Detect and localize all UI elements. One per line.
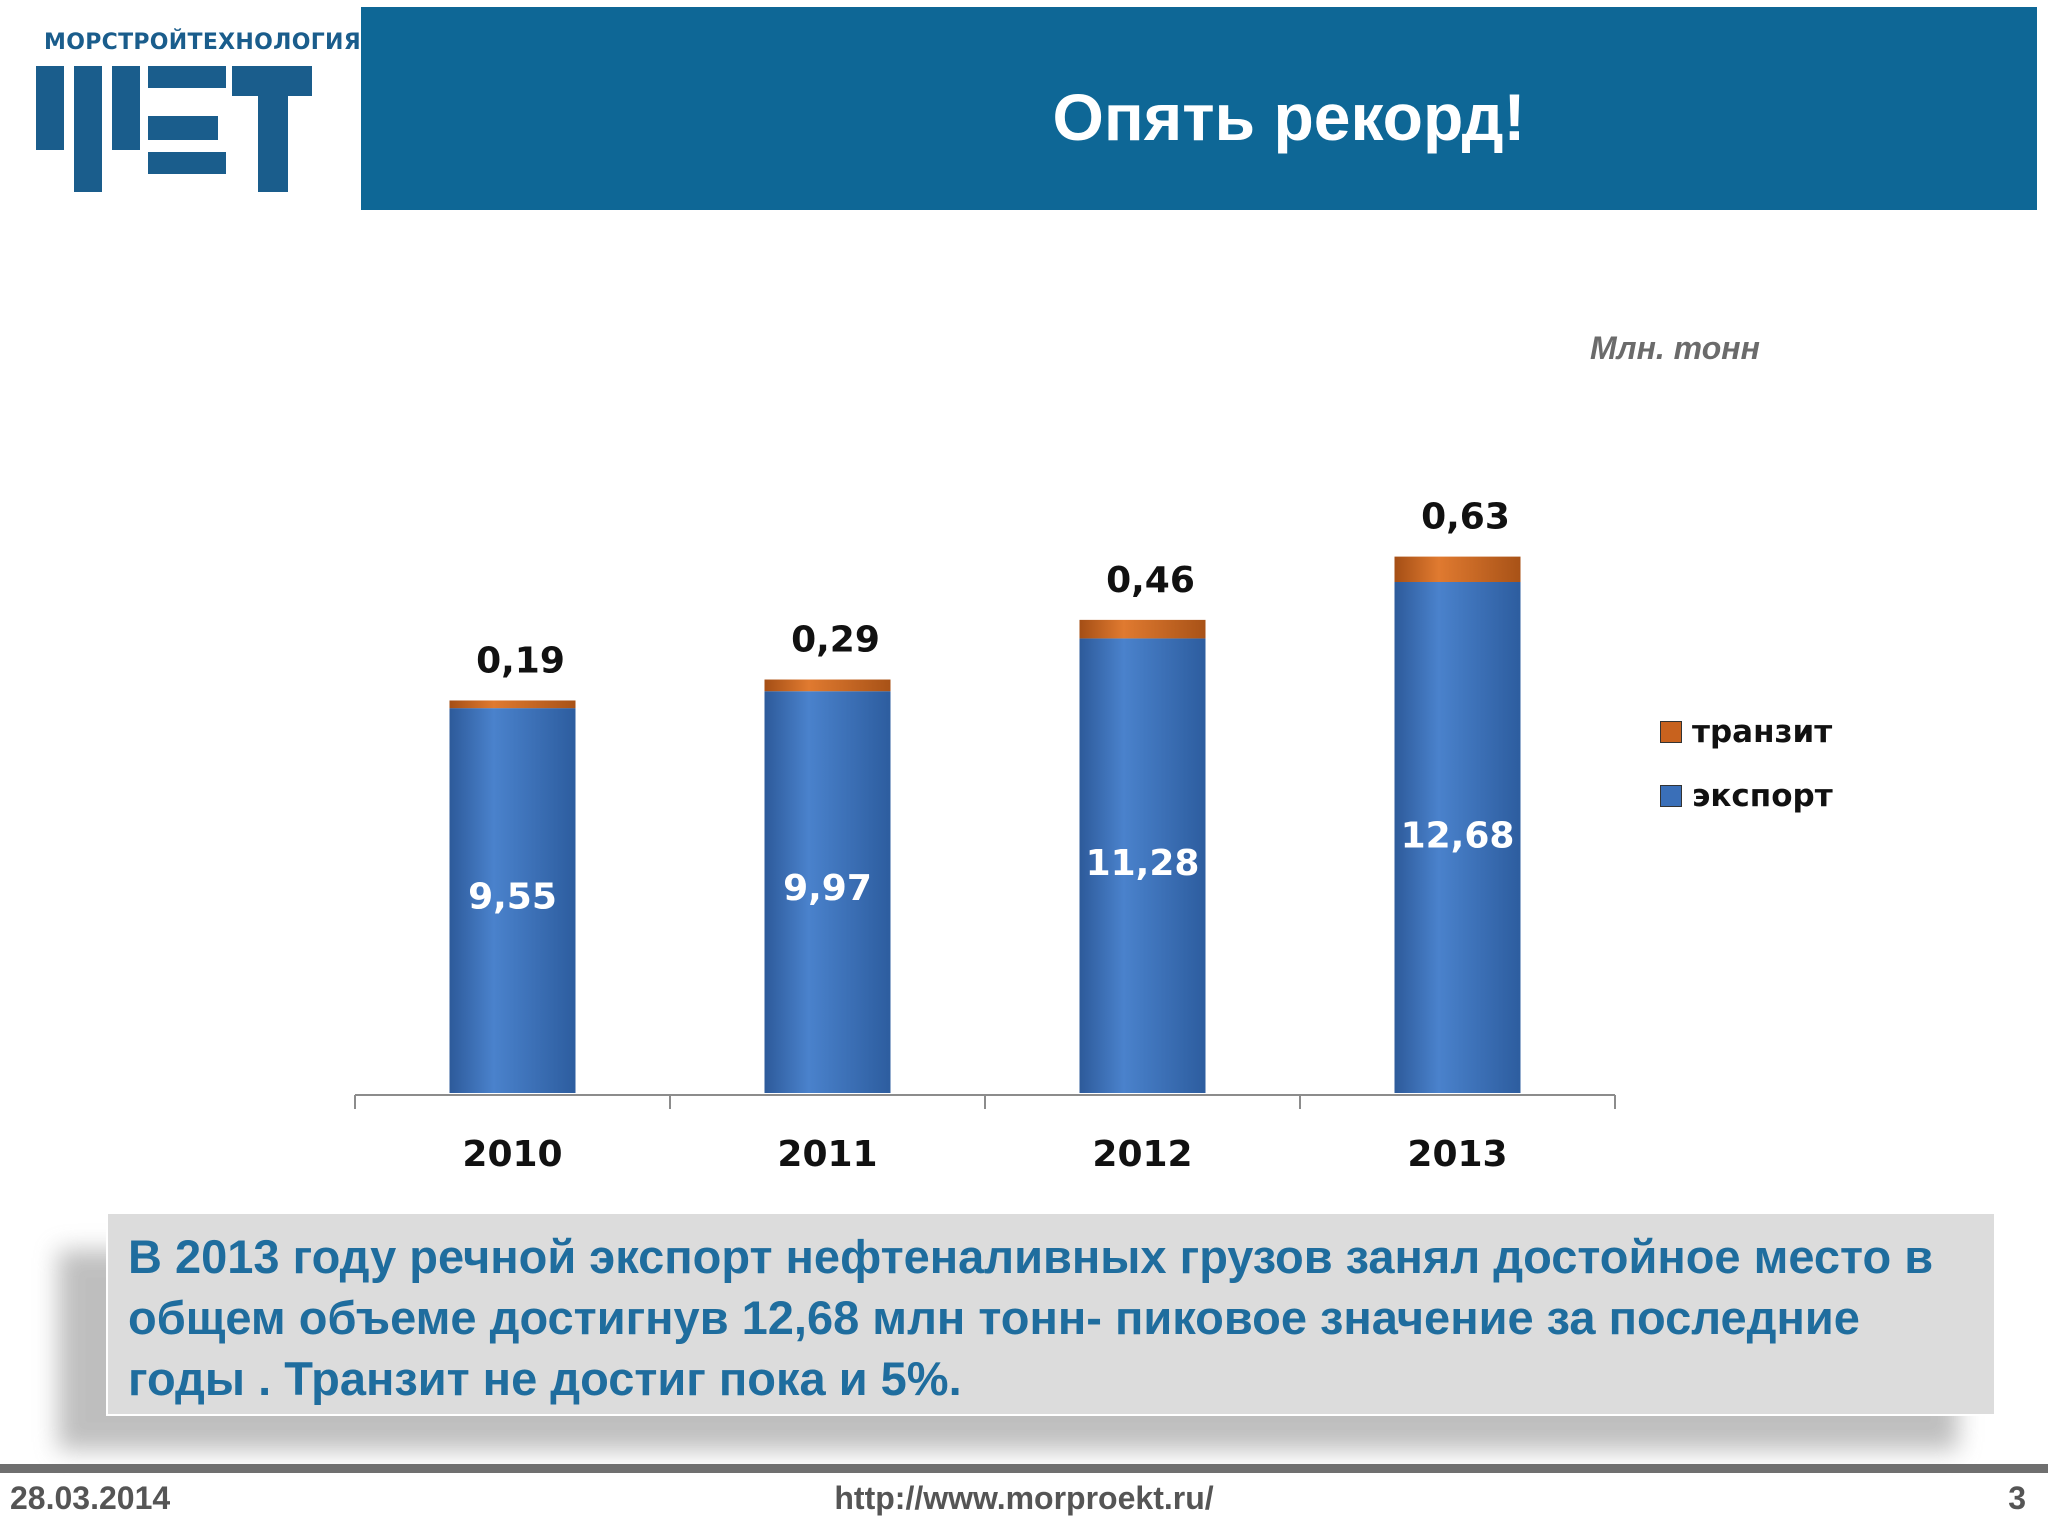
category-label-2010: 2010: [462, 1134, 562, 1175]
label-transit-2012: 0,46: [1106, 560, 1195, 601]
label-export-2012: 11,28: [1086, 843, 1200, 884]
label-export-2010: 9,55: [468, 876, 557, 917]
unit-label: Млн. тонн: [1590, 330, 1760, 366]
label-export-2013: 12,68: [1401, 816, 1515, 857]
bar-export-2010: [449, 708, 576, 1093]
legend-item-export: экспорт: [1660, 764, 1833, 828]
legend-swatch-export: [1660, 785, 1682, 807]
legend-swatch-transit: [1660, 721, 1682, 743]
footer-date: 28.03.2014: [10, 1480, 171, 1516]
category-label-2013: 2013: [1407, 1134, 1507, 1175]
company-logo: МОРСТРОЙТЕХНОЛОГИЯ: [0, 0, 361, 210]
legend-item-transit: транзит: [1660, 700, 1833, 764]
header-banner: Опять рекорд!: [361, 7, 2037, 210]
category-label-2011: 2011: [777, 1134, 877, 1175]
page-number: 3: [2008, 1480, 2026, 1516]
bar-export-2013: [1394, 581, 1521, 1093]
bar-transit-2010: [449, 700, 576, 709]
bar-export-2012: [1079, 638, 1206, 1093]
page-title: Опять рекорд!: [1052, 80, 1526, 154]
legend-label-export: экспорт: [1692, 778, 1833, 814]
bars-layer: [449, 556, 1521, 1093]
footer-url: http://www.morproekt.ru/: [834, 1480, 1214, 1516]
x-axis: 2010 2011 2012 2013: [354, 1094, 1616, 1175]
footer-divider: [0, 1464, 2048, 1473]
bar-transit-2011: [764, 679, 891, 692]
bar-export-2011: [764, 691, 891, 1093]
label-export-2011: 9,97: [783, 868, 872, 909]
note-text: В 2013 году речной экспорт нефтеналивных…: [128, 1230, 1934, 1405]
legend: транзит экспорт: [1660, 700, 1833, 828]
category-label-2012: 2012: [1092, 1134, 1192, 1175]
mst-logo-icon: [36, 66, 312, 192]
labels-layer: 9,55 0,19 9,97 0,29 11,28 0,46 12,68 0,63: [468, 497, 1514, 918]
label-transit-2013: 0,63: [1421, 497, 1510, 538]
label-transit-2010: 0,19: [476, 640, 565, 681]
label-transit-2011: 0,29: [791, 620, 880, 661]
legend-label-transit: транзит: [1692, 714, 1833, 750]
note-box: В 2013 году речной экспорт нефтеналивных…: [106, 1212, 1996, 1416]
bar-transit-2012: [1079, 619, 1206, 639]
bar-transit-2013: [1394, 556, 1521, 582]
logo-text: МОРСТРОЙТЕХНОЛОГИЯ: [44, 30, 361, 55]
